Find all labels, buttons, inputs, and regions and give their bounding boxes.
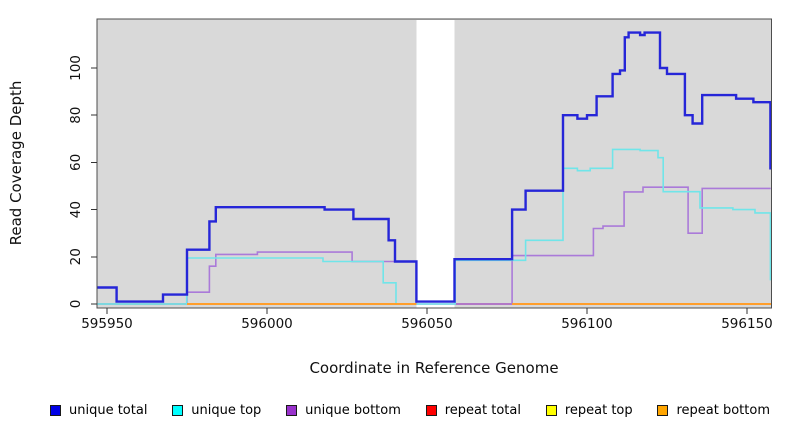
legend-item-unique-total: unique total	[50, 403, 147, 418]
series-unique-bottom-line	[97, 186, 771, 305]
legend-item-unique-bottom: unique bottom	[286, 403, 401, 418]
legend-item-unique-top: unique top	[172, 403, 261, 418]
legend-swatch-icon	[172, 404, 184, 416]
legend-swatch-icon	[657, 404, 669, 416]
masked-region	[416, 19, 455, 308]
legend-label: unique total	[69, 402, 148, 418]
x-tick-label: 596000	[241, 316, 293, 332]
legend-swatch-icon	[50, 404, 61, 416]
legend-label: repeat top	[564, 402, 633, 418]
y-tick-label: 80	[68, 107, 84, 124]
legend-item-repeat-bottom: repeat bottom	[657, 403, 770, 418]
x-tick-label: 596150	[721, 316, 773, 332]
x-axis-label: Coordinate in Reference Genome	[309, 359, 558, 377]
chart-legend: unique total unique top unique bottom repea…	[50, 400, 770, 420]
legend-item-repeat-total: repeat total	[425, 402, 521, 418]
coverage-chart: 595950 596000 596050 596100 596150 0 20 40 60 80 1…	[7, 18, 773, 377]
y-tick-label: 100	[68, 55, 84, 81]
legend-label: unique bottom	[305, 402, 401, 418]
x-tick-label: 596050	[401, 316, 453, 332]
legend-swatch-icon	[545, 404, 557, 416]
legend-swatch-icon	[425, 404, 437, 416]
series-unique-total-line	[97, 31, 772, 303]
y-tick-label: 20	[68, 248, 84, 265]
y-tick-label: 40	[68, 201, 84, 218]
y-tick-label: 0	[68, 300, 84, 309]
x-tick-label: 595950	[81, 316, 133, 332]
legend-label: repeat bottom	[676, 402, 770, 418]
legend-item-repeat-top: repeat top	[545, 402, 633, 418]
legend-label: repeat total	[444, 402, 521, 418]
legend-label: unique top	[191, 402, 262, 418]
y-tick-label: 60	[68, 154, 84, 171]
plot-border	[96, 18, 772, 309]
legend-swatch-icon	[286, 404, 298, 416]
y-axis-label: Read Coverage Depth	[7, 81, 25, 246]
series-unique-top-line	[97, 148, 772, 305]
x-tick-label: 596100	[561, 316, 613, 332]
